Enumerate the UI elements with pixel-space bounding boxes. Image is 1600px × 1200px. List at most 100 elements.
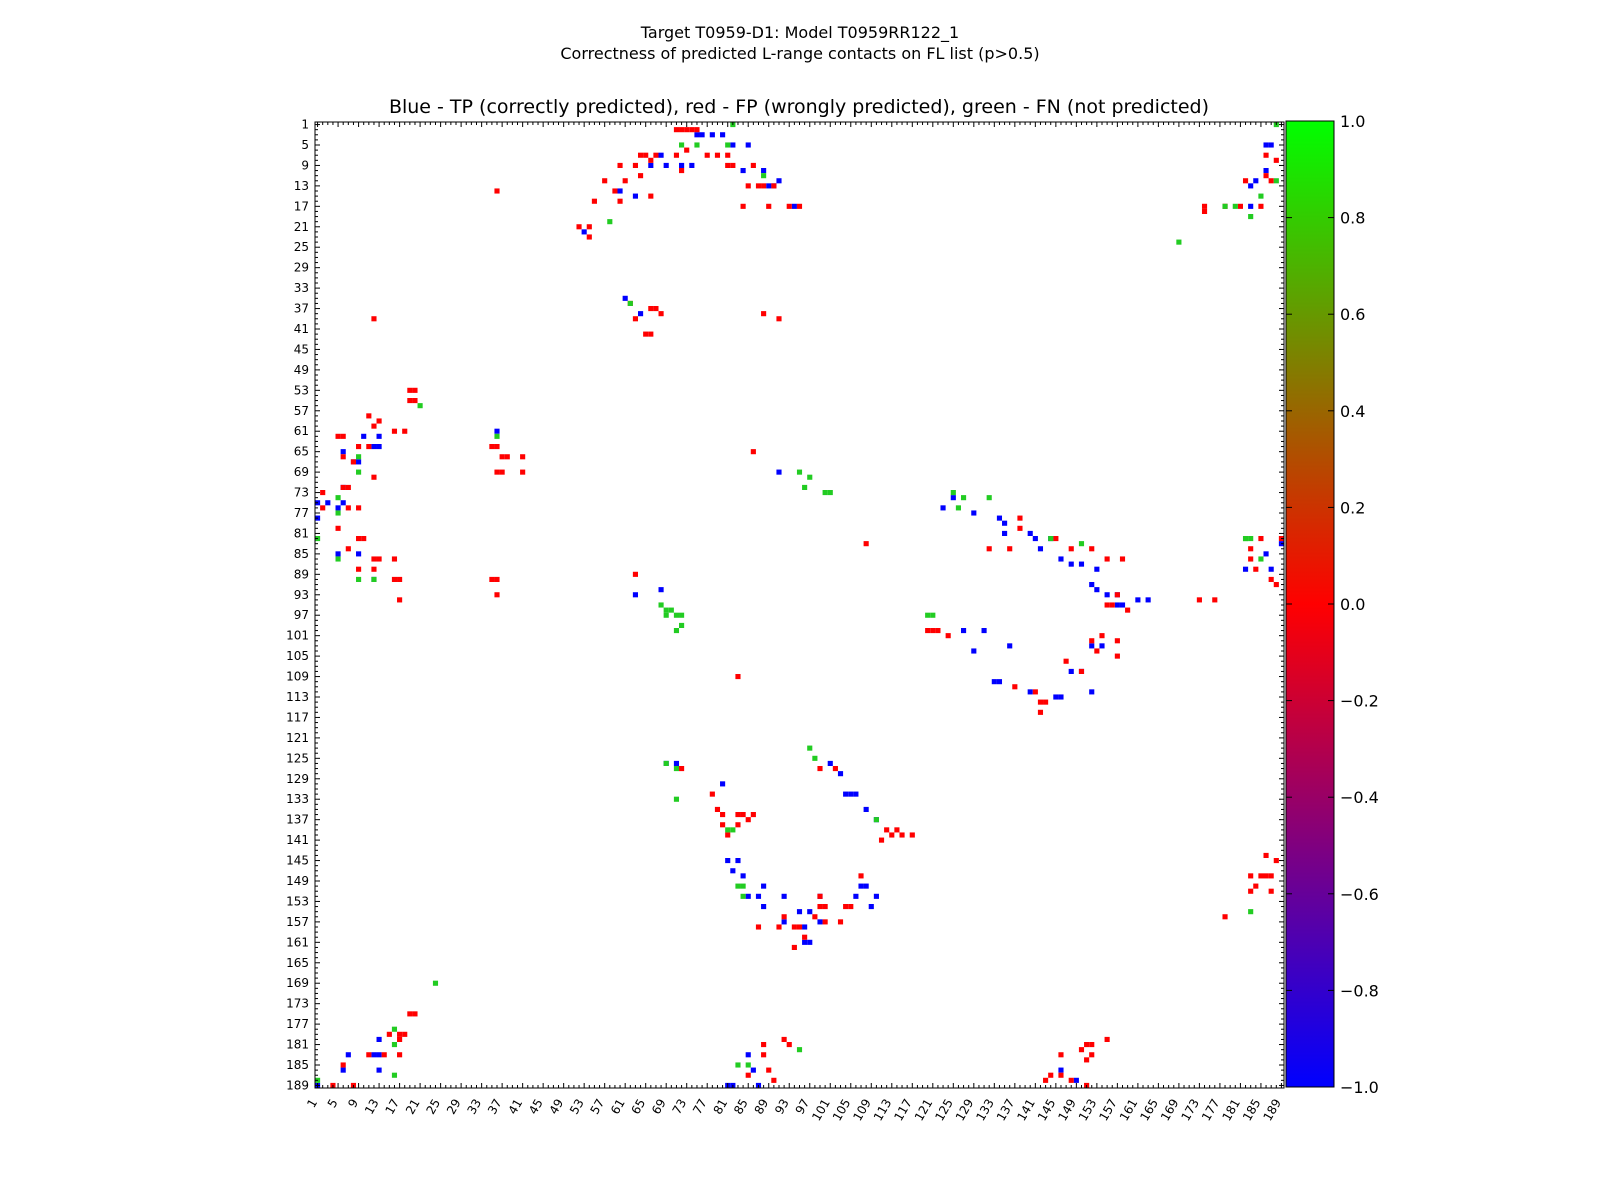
contact-cell-fp: [397, 576, 403, 582]
y-tick-label: 21: [294, 220, 309, 234]
contact-cell-fp: [386, 1031, 392, 1037]
contact-cell-fp: [945, 633, 951, 639]
y-tick-label: 181: [286, 1038, 309, 1052]
contact-cell-fp: [1268, 873, 1274, 879]
contact-cell-fp: [1222, 914, 1228, 920]
contact-cell-fp: [986, 546, 992, 552]
x-tick-label: 109: [850, 1097, 874, 1124]
contact-cell-fp: [766, 203, 772, 209]
contact-cell-tp: [340, 1067, 346, 1073]
contact-cell-tp: [658, 587, 664, 593]
contact-cell-tp: [345, 1052, 351, 1058]
contact-cell-fp: [617, 198, 623, 204]
contact-cell-fp: [909, 832, 915, 838]
contact-cell-fn: [1242, 536, 1249, 542]
contact-cell-fp: [735, 674, 741, 680]
plot-area: [315, 122, 1284, 1088]
contact-cell-fn: [335, 495, 341, 501]
contact-cell-fn: [371, 576, 377, 582]
contact-cell-fp: [397, 597, 403, 603]
contact-cell-fp: [391, 556, 398, 562]
y-tick-label: 77: [294, 506, 309, 520]
contact-cell-tp: [1058, 556, 1064, 562]
colorbar: [1285, 120, 1335, 1088]
x-tick-label: 145: [1035, 1097, 1059, 1124]
contact-cell-tp: [1068, 668, 1074, 674]
colorbar-tick-label: −0.2: [1340, 692, 1379, 711]
contact-cell-fp: [704, 152, 710, 158]
contact-cell-tp: [802, 924, 808, 930]
x-tick-label: 77: [690, 1097, 710, 1117]
contact-cell-fn: [796, 1047, 803, 1053]
contact-cell-fp: [771, 183, 777, 189]
contact-cell-fp: [653, 306, 659, 312]
contact-cell-fn: [432, 980, 439, 986]
contact-cell-fp: [499, 469, 505, 475]
contact-cell-fp: [356, 536, 362, 542]
contact-cell-tp: [663, 162, 669, 168]
contact-cell-fp: [1017, 515, 1023, 521]
contact-cell-fp: [1273, 858, 1279, 864]
contact-cell-tp: [617, 188, 623, 194]
contact-cell-fp: [1268, 178, 1274, 184]
contact-cell-fp: [858, 873, 864, 879]
contact-cell-fp: [376, 556, 382, 562]
x-tick-label: 129: [953, 1097, 977, 1124]
contact-cell-tp: [325, 500, 331, 506]
x-tick-label: 37: [485, 1097, 505, 1117]
contact-cell-tp: [335, 551, 341, 557]
contact-cell-fn: [356, 469, 362, 475]
contact-cell-fn: [663, 612, 669, 618]
y-tick-label: 165: [286, 956, 309, 970]
contact-cell-fn: [679, 612, 685, 618]
contact-cell-fp: [1032, 689, 1038, 695]
contact-cell-tp: [1263, 551, 1269, 557]
contact-cell-tp: [776, 178, 782, 184]
contact-cell-fp: [771, 1077, 777, 1083]
contact-cell-tp: [781, 893, 787, 899]
contact-cell-fp: [1058, 1072, 1064, 1078]
x-tick-label: 89: [752, 1097, 772, 1117]
contact-cell-tp: [709, 132, 715, 138]
contact-cell-tp: [673, 760, 680, 766]
contact-cell-fp: [776, 316, 782, 322]
contact-cell-fp: [745, 183, 751, 189]
contact-cell-tp: [1099, 643, 1105, 649]
contact-cell-fn: [1248, 909, 1254, 915]
contact-cell-tp: [868, 904, 874, 910]
contact-cell-fp: [1037, 709, 1044, 715]
contact-cell-tp: [837, 771, 844, 777]
contact-cell-fp: [371, 566, 377, 572]
contact-cell-fn: [1273, 178, 1279, 184]
contact-cell-fp: [1078, 668, 1085, 674]
contact-cell-fp: [714, 806, 721, 812]
contact-cell-fp: [653, 152, 659, 158]
y-tick-label: 93: [294, 588, 309, 602]
contact-cell-fp: [1258, 203, 1264, 209]
y-tick-label: 145: [286, 854, 309, 868]
contact-cell-fn: [961, 495, 967, 501]
contact-cell-tp: [335, 505, 341, 511]
contact-cell-fp: [638, 173, 644, 179]
contact-cell-tp: [1053, 694, 1059, 700]
contact-cell-fp: [1043, 699, 1049, 705]
contact-cell-fp: [371, 423, 377, 429]
contact-cell-fp: [1104, 556, 1110, 562]
contact-cell-fp: [679, 127, 685, 133]
x-tick-label: 165: [1137, 1097, 1161, 1124]
contact-cell-fp: [602, 178, 608, 184]
contact-cell-tp: [720, 132, 726, 138]
contact-cell-fp: [1089, 638, 1095, 644]
contact-cell-fp: [812, 914, 818, 920]
x-tick-label: 25: [423, 1097, 443, 1117]
contact-cell-tp: [581, 229, 587, 235]
contact-cell-tp: [961, 628, 967, 634]
contact-cell-fp: [1201, 208, 1208, 214]
contact-cell-fn: [391, 1042, 398, 1048]
figure-title-line2: Correctness of predicted L-range contact…: [560, 44, 1039, 63]
contact-cell-fp: [1114, 653, 1120, 659]
contact-cell-fp: [648, 193, 654, 199]
contact-cell-fn: [1078, 541, 1085, 547]
contact-cell-fn: [807, 474, 813, 480]
x-tick-label: 17: [382, 1097, 402, 1117]
